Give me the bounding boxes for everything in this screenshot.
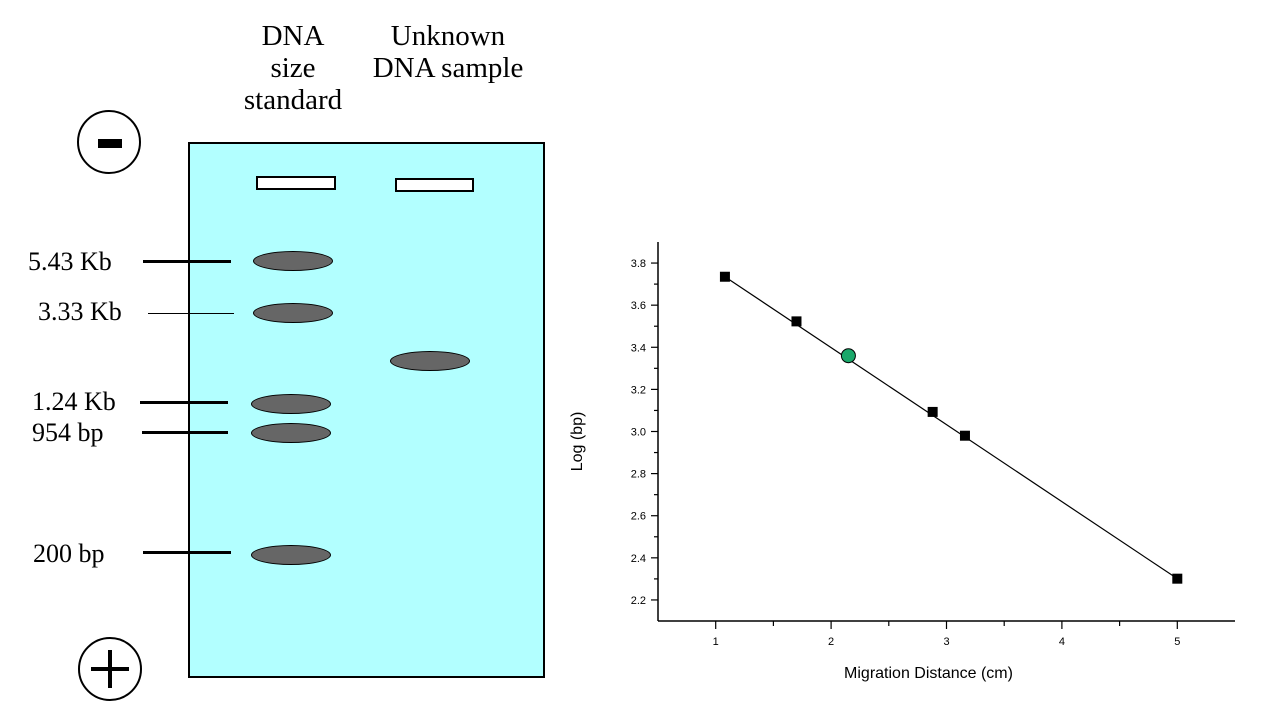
y-tick-label-3.4: 3.4 — [631, 342, 646, 354]
negative-pole — [77, 110, 141, 174]
y-tick-label-2.2: 2.2 — [631, 595, 646, 607]
standard-band-200 — [251, 545, 331, 565]
unknown-title-line-2: DNA sample — [372, 52, 524, 84]
standard-point-1 — [719, 271, 730, 282]
unknown-band — [390, 351, 470, 371]
standard-well — [256, 176, 336, 190]
gel — [188, 142, 545, 678]
standard-band-5430 — [253, 251, 333, 271]
standard-title-line-3: standard — [243, 84, 343, 116]
y-tick-label-2.4: 2.4 — [631, 553, 646, 565]
standard-band-1240 — [251, 394, 331, 414]
size-label-200: 200 bp — [33, 539, 105, 568]
standard-point-2 — [791, 316, 802, 327]
standard-title-line-2: size — [270, 52, 316, 84]
unknown-title-line-1: Unknown — [390, 20, 506, 52]
standard-point-3 — [927, 406, 938, 417]
size-label-1240: 1.24 Kb — [32, 387, 116, 416]
x-tick-label-5: 5 — [1174, 636, 1180, 648]
leader-line-954 — [142, 431, 228, 434]
standard-curve-chart: 1 2 3 4 5 2.2 2.4 2.6 2.8 3.0 3.2 3.4 3.6 3.8 Migratio… — [569, 242, 1235, 682]
y-tick-label-2.6: 2.6 — [631, 511, 646, 523]
standard-point-4 — [959, 430, 970, 441]
unknown-point — [840, 348, 856, 364]
y-tick-label-3.2: 3.2 — [631, 384, 646, 396]
x-axis-label: Migration Distance (cm) — [844, 665, 1013, 682]
size-label-5430: 5.43 Kb — [28, 247, 112, 276]
fit-line — [724, 276, 1178, 580]
minus-icon — [98, 139, 122, 148]
x-tick-label-1: 1 — [713, 636, 719, 648]
leader-line-5430 — [143, 260, 231, 263]
standard-title-line-1: DNA — [261, 20, 325, 52]
y-axis-label: Log (bp) — [569, 412, 586, 472]
x-tick-label-2: 2 — [828, 636, 834, 648]
size-label-954: 954 bp — [32, 418, 104, 447]
standard-point-5 — [1172, 573, 1183, 584]
positive-pole — [78, 637, 142, 701]
plus-icon — [80, 639, 140, 699]
standard-band-3330 — [253, 303, 333, 323]
y-tick-label-2.8: 2.8 — [631, 469, 646, 481]
leader-line-200 — [143, 551, 231, 554]
x-tick-label-4: 4 — [1059, 636, 1065, 648]
unknown-well — [395, 178, 474, 192]
leader-line-1240 — [140, 401, 228, 404]
size-label-3330: 3.33 Kb — [38, 297, 122, 326]
y-tick-label-3.6: 3.6 — [631, 300, 646, 312]
unknown-lane-title: Unknown DNA sample — [358, 20, 538, 84]
x-tick-label-3: 3 — [943, 636, 949, 648]
standard-lane-title: DNA size standard — [228, 20, 358, 116]
y-tick-label-3.8: 3.8 — [631, 258, 646, 270]
y-tick-label-3.0: 3.0 — [631, 427, 646, 439]
standard-band-954 — [251, 423, 331, 443]
leader-line-3330 — [148, 313, 234, 314]
